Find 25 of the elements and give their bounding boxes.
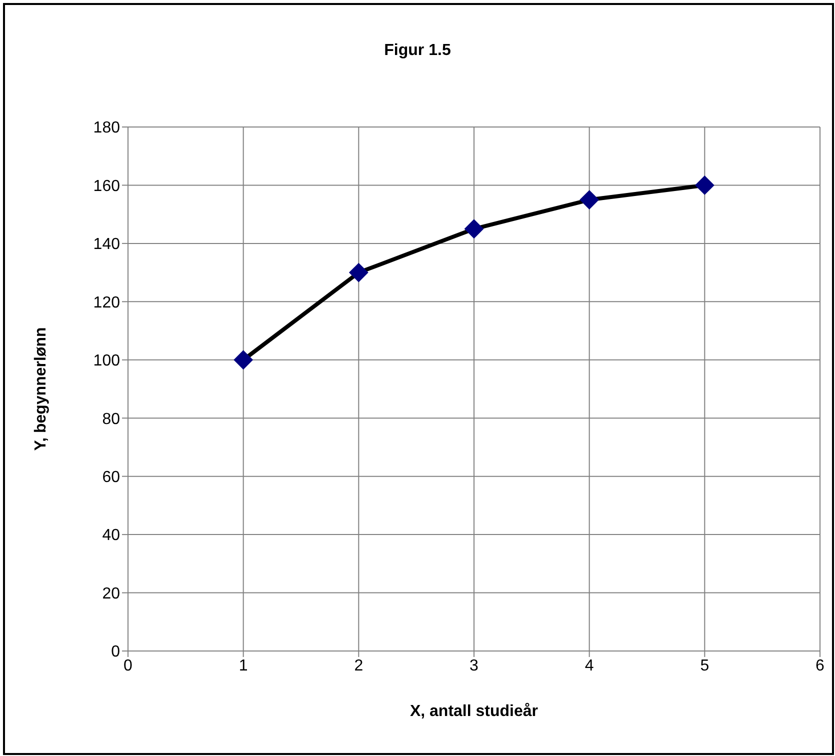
x-axis-title: X, antall studieår (410, 702, 538, 720)
x-tick-label: 1 (238, 657, 248, 674)
point (349, 263, 368, 282)
point (580, 190, 599, 210)
y-tick-label: 140 (93, 236, 120, 254)
y-tick-label: 40 (102, 527, 120, 544)
x-tick-label: 5 (700, 657, 710, 674)
x-tick-label: 6 (816, 657, 825, 674)
y-tick-label: 160 (93, 178, 120, 195)
y-tick-label: 60 (102, 469, 120, 486)
y-tick-label: 120 (93, 294, 120, 312)
y-tick-label: 180 (93, 120, 120, 137)
point (695, 176, 714, 195)
y-tick-label: 0 (111, 644, 120, 661)
x-tick-label: 3 (470, 657, 479, 674)
point (234, 350, 253, 370)
y-tick-label: 20 (102, 585, 120, 602)
y-tick-label: 80 (102, 410, 120, 428)
x-tick-label: 2 (354, 657, 364, 674)
point (464, 219, 484, 238)
y-axis-title: Y, begynnerlønn (32, 327, 50, 451)
x-tick-label: 4 (584, 657, 594, 674)
chart-title: Figur 1.5 (383, 42, 452, 60)
y-tick-label: 100 (93, 352, 120, 370)
x-tick-label: 0 (124, 657, 133, 674)
